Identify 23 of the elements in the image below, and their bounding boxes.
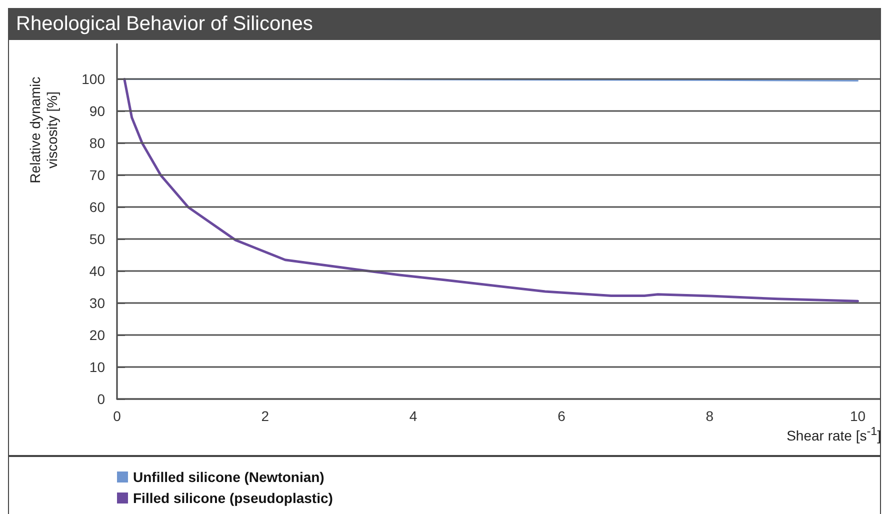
legend-label: Unfilled silicone (Newtonian) [133, 469, 324, 485]
y-tick-label: 100 [82, 71, 106, 88]
y-tick-label: 60 [89, 199, 106, 216]
x-tick-label: 0 [113, 408, 122, 424]
y-tick-label: 30 [89, 295, 106, 312]
y-tick-label: 80 [89, 135, 106, 152]
x-tick-label: 6 [558, 408, 566, 424]
y-tick-label: 50 [89, 231, 106, 248]
x-axis-title: Shear rate [s$^{-1}$] [786, 425, 881, 444]
y-tick-label: 20 [89, 327, 106, 344]
y-tick-label: 40 [89, 263, 106, 280]
x-tick-label: 2 [261, 408, 270, 424]
legend-label: Filled silicone (pseudoplastic) [133, 490, 333, 506]
line-series [123, 78, 860, 302]
x-tick-label: 10 [850, 408, 866, 424]
chart-title: Rheological Behavior of Silicones [8, 8, 881, 40]
x-tick-label: 8 [706, 408, 714, 424]
y-tick-label: 0 [97, 391, 106, 407]
y-tick-label: 70 [89, 167, 106, 184]
y-tick-label: 10 [89, 359, 106, 376]
y-axis-title: Relative dynamic viscosity [%] [27, 76, 61, 186]
x-tick-label: 4 [409, 408, 418, 424]
y-tick-label: 90 [89, 103, 106, 120]
